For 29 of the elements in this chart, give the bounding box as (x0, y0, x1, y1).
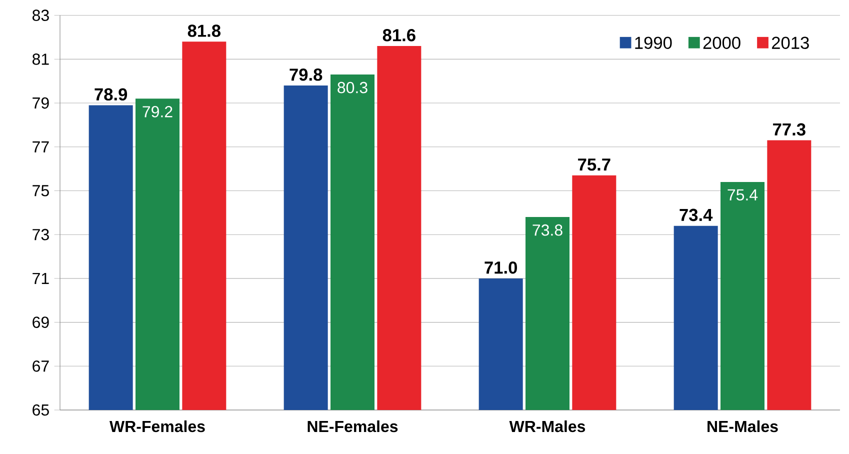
data-label: 80.3 (338, 82, 368, 94)
x-tick-label: NE-Males (708, 420, 778, 432)
data-label: 71.0 (484, 261, 517, 274)
data-label: 73.4 (680, 208, 713, 222)
y-tick-label: 79 (32, 97, 49, 109)
y-tick-label: 65 (32, 404, 49, 416)
legend-label: 2000 (703, 36, 740, 49)
data-label: 79.2 (142, 106, 172, 118)
x-tick-label: WR-Females (110, 420, 205, 432)
data-label: 75.4 (728, 189, 758, 200)
data-label: 73.8 (532, 224, 562, 236)
y-tick-label: 83 (32, 10, 49, 21)
data-label: 79.8 (290, 68, 322, 81)
y-tick-label: 75 (32, 185, 49, 196)
data-label: 78.9 (94, 88, 128, 101)
y-tick-label: 73 (32, 228, 49, 240)
data-label: 81.6 (382, 29, 416, 42)
y-tick-label: 77 (32, 141, 49, 152)
legend-label: 2013 (772, 36, 809, 49)
y-tick-label: 81 (32, 54, 49, 65)
y-tick-label: 67 (32, 360, 49, 372)
data-label: 75.7 (578, 158, 610, 171)
x-tick-label: WR-Males (509, 420, 586, 432)
data-label: 77.3 (773, 123, 806, 136)
data-label: 81.8 (188, 24, 221, 37)
legend-label: 1990 (635, 36, 672, 49)
x-tick-label: NE-Females (308, 420, 398, 432)
y-tick-label: 69 (32, 316, 49, 328)
y-tick-label: 71 (32, 272, 49, 284)
